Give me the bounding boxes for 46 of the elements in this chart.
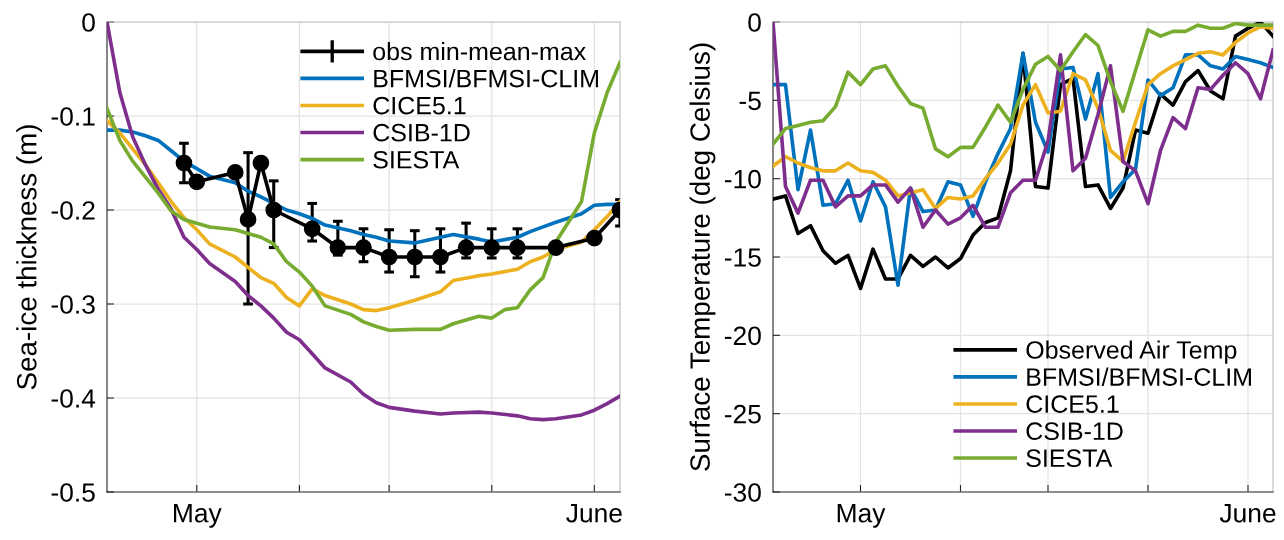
legend-label: SIESTA <box>1026 449 1113 468</box>
legend-label: CSIB-1D <box>373 123 470 142</box>
x-tick-label: June <box>566 504 622 523</box>
y-tick-label: -10 <box>724 169 761 189</box>
point <box>303 220 321 238</box>
y-axis-title: Sea-ice thickness (m) <box>16 125 43 390</box>
y-tick-label: -0.5 <box>51 483 95 502</box>
point <box>226 164 244 181</box>
point <box>265 201 283 219</box>
y-axis-title: Surface Temperature (deg Celsius) <box>689 43 716 471</box>
y-tick-label: -0.2 <box>51 201 95 220</box>
legend-label: SIESTA <box>373 150 460 169</box>
y-tick-label: -0.4 <box>51 389 96 408</box>
y-tick-label: -0.1 <box>51 107 95 126</box>
legend-label: obs min-mean-max <box>373 42 586 61</box>
point <box>547 239 565 256</box>
y-tick-label: -15 <box>724 248 761 267</box>
y-tick-label: -30 <box>724 483 761 502</box>
point <box>252 154 270 172</box>
point <box>457 239 475 256</box>
point <box>355 239 372 256</box>
point <box>406 248 424 266</box>
legend-label: BFMSI/BFMSI-CLIM <box>374 69 598 88</box>
y-tick-label: 0 <box>748 13 761 32</box>
point <box>380 248 398 266</box>
line-series <box>107 60 620 333</box>
x-tick-label: June <box>1219 504 1276 523</box>
point <box>483 239 501 256</box>
x-tick-label: May <box>174 504 222 528</box>
y-tick-label: -0.3 <box>51 295 95 314</box>
point <box>432 248 449 266</box>
point <box>239 211 257 228</box>
legend-label: CSIB-1D <box>1026 422 1123 440</box>
legend-label: CICE5.1 <box>373 96 466 115</box>
point <box>188 173 206 191</box>
legend-label: CICE5.1 <box>1026 395 1119 413</box>
point <box>509 239 526 256</box>
legend-label: Observed Air Temp <box>1026 340 1237 364</box>
point <box>586 229 603 247</box>
x-tick-label: May <box>837 504 886 528</box>
legend-label: BFMSI/BFMSI-CLIM <box>1027 367 1251 386</box>
y-tick-label: 0 <box>82 13 95 32</box>
y-tick-label: -5 <box>739 91 761 111</box>
y-tick-label: -25 <box>724 404 761 424</box>
point <box>175 154 193 172</box>
y-tick-label: -20 <box>724 326 761 346</box>
